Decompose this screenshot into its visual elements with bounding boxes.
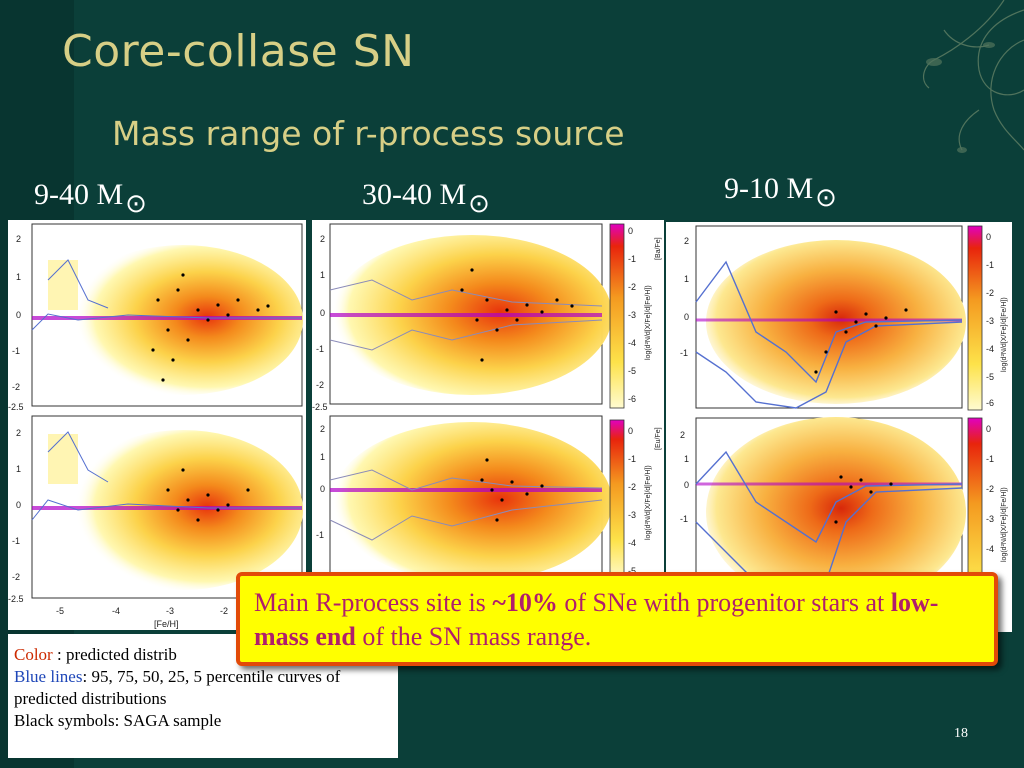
colorbar-tick: -4 bbox=[986, 344, 994, 354]
page-number: 18 bbox=[954, 726, 968, 741]
floral-ornament bbox=[922, 0, 1024, 153]
x-tick: -4 bbox=[112, 606, 120, 616]
y-tick: 1 bbox=[16, 464, 21, 474]
panel-label-30-40: 30-40 M⊙ bbox=[362, 178, 490, 218]
plot-panel-9-40: 2 1 0 -1 -2 -2.5 2 1 0 -1 -2 -2.5 -5 -4 … bbox=[8, 220, 306, 630]
colorbar-tick: -5 bbox=[986, 372, 994, 382]
legend-blue-text: : 95, 75, 50, 25, 5 percentile curves of… bbox=[14, 667, 341, 708]
legend-color-text: : predicted distrib bbox=[52, 645, 177, 664]
colorbar-tick: -3 bbox=[986, 316, 994, 326]
colorbar-tick: 0 bbox=[986, 424, 991, 434]
colorbar-tick: -2 bbox=[628, 282, 636, 292]
y-tick: 1 bbox=[320, 452, 325, 462]
colorbar-label: log(d²N/d[X/Fe]/d[Fe/H]) bbox=[1001, 297, 1008, 372]
y-tick: 0 bbox=[684, 480, 689, 490]
colorbar-label: log(d²N/d[X/Fe]/d[Fe/H]) bbox=[1001, 487, 1008, 562]
y-tick: -2 bbox=[12, 382, 20, 392]
x-tick: -2 bbox=[220, 606, 228, 616]
colorbar-tick: -2 bbox=[986, 288, 994, 298]
y-tick: 2 bbox=[320, 234, 325, 244]
plot-panel-9-10: 2 1 0 -1 2 1 0 -1 0 -1 -2 -3 -4 -5 -6 0 … bbox=[666, 222, 1012, 632]
lower-y-label: [Eu/Fe] bbox=[655, 427, 662, 450]
colorbar-label: log(d²N/d[X/Fe]/d[Fe/H]) bbox=[645, 285, 652, 360]
y-tick: 0 bbox=[16, 500, 21, 510]
y-tick: 1 bbox=[16, 272, 21, 282]
colorbar-tick: -1 bbox=[628, 254, 636, 264]
panel-label-9-10: 9-10 M⊙ bbox=[724, 172, 837, 212]
y-tick: -2.5 bbox=[8, 594, 24, 604]
colorbar-tick: -4 bbox=[628, 538, 636, 548]
colorbar-tick: 0 bbox=[628, 426, 633, 436]
y-tick: 0 bbox=[16, 310, 21, 320]
plot-panel-30-40: 2 1 0 -1 -2 -2.5 2 1 0 -1 0 -1 -2 -3 -4 … bbox=[312, 220, 664, 580]
legend-blue-word: Blue lines bbox=[14, 667, 83, 686]
y-tick: -1 bbox=[12, 346, 20, 356]
y-tick: 0 bbox=[684, 312, 689, 322]
y-tick: 1 bbox=[684, 454, 689, 464]
colorbar-tick: -2 bbox=[628, 482, 636, 492]
legend-blue-line: Blue lines: 95, 75, 50, 25, 5 percentile… bbox=[14, 666, 392, 710]
y-tick: 1 bbox=[320, 270, 325, 280]
y-tick: 0 bbox=[320, 308, 325, 318]
legend-color-line: Color : predicted distrib bbox=[14, 644, 392, 666]
y-tick: 2 bbox=[684, 236, 689, 246]
upper-y-label: [Ba/Fe] bbox=[655, 237, 662, 260]
y-tick: -1 bbox=[12, 536, 20, 546]
callout-text-3: of the SN mass range. bbox=[355, 622, 592, 651]
colorbar-tick: -5 bbox=[628, 566, 636, 576]
colorbar-tick: -2 bbox=[986, 484, 994, 494]
x-tick: -3 bbox=[166, 606, 174, 616]
x-tick: -5 bbox=[56, 606, 64, 616]
callout-text-1: Main R-process site is bbox=[254, 588, 493, 617]
y-tick: 2 bbox=[16, 234, 21, 244]
legend-black-line: Black symbols: SAGA sample bbox=[14, 711, 222, 730]
y-tick: 2 bbox=[16, 428, 21, 438]
y-tick: 2 bbox=[320, 424, 325, 434]
colorbar-tick: -4 bbox=[628, 338, 636, 348]
slide-subtitle: Mass range of r-process source bbox=[112, 114, 625, 153]
callout-text-2: of SNe with progenitor stars at bbox=[557, 588, 891, 617]
colorbar-tick: -3 bbox=[986, 514, 994, 524]
colorbar-tick: 0 bbox=[628, 226, 633, 236]
colorbar-tick: -3 bbox=[628, 510, 636, 520]
colorbar-tick: 0 bbox=[986, 232, 991, 242]
colorbar-tick: -1 bbox=[628, 454, 636, 464]
callout-emphasis-low-mass: low-mass end bbox=[254, 588, 939, 651]
colorbar-tick: -4 bbox=[986, 544, 994, 554]
slide-title: Core-collase SN bbox=[62, 26, 415, 77]
y-tick: 2 bbox=[680, 430, 685, 440]
y-tick: -1 bbox=[680, 514, 688, 524]
y-tick: -1 bbox=[680, 348, 688, 358]
y-tick: -2 bbox=[316, 380, 324, 390]
y-tick: -2 bbox=[12, 572, 20, 582]
colorbar-tick: -1 bbox=[986, 260, 994, 270]
y-tick: 1 bbox=[684, 274, 689, 284]
colorbar-tick: -3 bbox=[628, 310, 636, 320]
x-axis-label: [Fe/H] bbox=[154, 619, 179, 629]
colorbar-label: log(d²N/d[X/Fe]/d[Fe/H]) bbox=[645, 465, 652, 540]
colorbar-tick: -6 bbox=[986, 398, 994, 408]
y-tick: 0 bbox=[320, 484, 325, 494]
legend-color-word: Color bbox=[14, 645, 53, 664]
colorbar-tick: -6 bbox=[628, 394, 636, 404]
callout-box: Main R-process site is ~10% of SNe with … bbox=[236, 572, 998, 666]
panel-label-9-40: 9-40 M⊙ bbox=[34, 178, 147, 218]
y-tick: -1 bbox=[316, 530, 324, 540]
y-tick: -1 bbox=[316, 344, 324, 354]
colorbar-tick: -1 bbox=[986, 454, 994, 464]
y-tick: -2.5 bbox=[312, 402, 328, 412]
colorbar-tick: -5 bbox=[628, 366, 636, 376]
callout-emphasis-percent: ~10% bbox=[492, 588, 558, 617]
y-tick: -2.5 bbox=[8, 402, 24, 412]
